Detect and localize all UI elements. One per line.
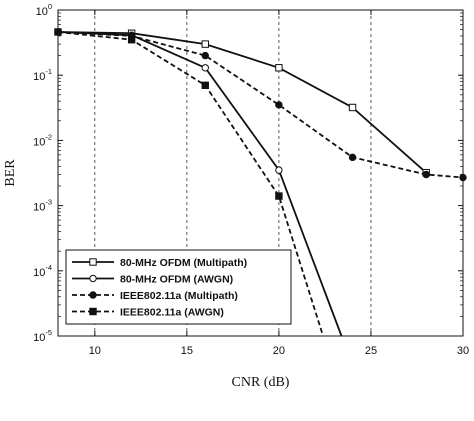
data-point [201, 40, 209, 48]
x-tick-label: 25 [365, 345, 377, 357]
data-point [275, 192, 283, 200]
series-line [57, 31, 464, 179]
series-0 [57, 29, 430, 177]
data-point [201, 81, 209, 89]
y-axis-label: BER [3, 159, 18, 187]
legend-label: 80-MHz OFDM (AWGN) [120, 274, 233, 286]
data-point [348, 153, 357, 162]
axis-ticks: 10 15 20 25 30 100 10-1 10-2 10-3 10-4 10-5 [33, 2, 469, 357]
x-tick-label: 10 [89, 345, 101, 357]
data-point [201, 51, 209, 60]
legend-marker [89, 258, 97, 266]
y-tick-label: 10-3 [33, 198, 52, 214]
series-lines [54, 28, 467, 337]
x-tick-label: 15 [181, 345, 193, 357]
data-point [275, 101, 283, 109]
legend: 80-MHz OFDM (Multipath) 80-MHz OFDM (AWGN… [65, 249, 292, 325]
legend-marker [89, 291, 97, 299]
legend-label: IEEE802.11a (Multipath) [120, 290, 238, 302]
legend-entry: 80-MHz OFDM (Multipath) [72, 257, 247, 269]
legend-entry: IEEE802.11a (AWGN) [72, 307, 224, 319]
y-tick-label: 10-5 [33, 328, 52, 344]
y-tick-label: 10-1 [33, 67, 52, 83]
y-tick-label: 100 [36, 2, 52, 18]
data-point [348, 103, 357, 112]
data-point [201, 64, 209, 72]
data-point [127, 36, 136, 44]
y-tick-label: 10-2 [33, 132, 52, 148]
data-point [422, 170, 430, 179]
x-tick-label: 30 [457, 345, 469, 357]
x-tick-label: 20 [273, 345, 285, 357]
legend-label: IEEE802.11a (AWGN) [120, 307, 224, 319]
legend-entry: IEEE802.11a (Multipath) [72, 290, 238, 302]
series-2 [54, 28, 467, 182]
series-line [57, 31, 427, 174]
legend-label: 80-MHz OFDM (Multipath) [120, 257, 247, 269]
y-tick-label: 10-4 [33, 263, 52, 279]
plot-frame [57, 9, 464, 337]
data-point [275, 166, 283, 174]
data-point [275, 64, 283, 72]
x-axis-label: CNR (dB) [232, 375, 290, 390]
legend-entry: 80-MHz OFDM (AWGN) [72, 274, 233, 286]
legend-marker [89, 274, 97, 283]
legend-marker [89, 307, 97, 316]
